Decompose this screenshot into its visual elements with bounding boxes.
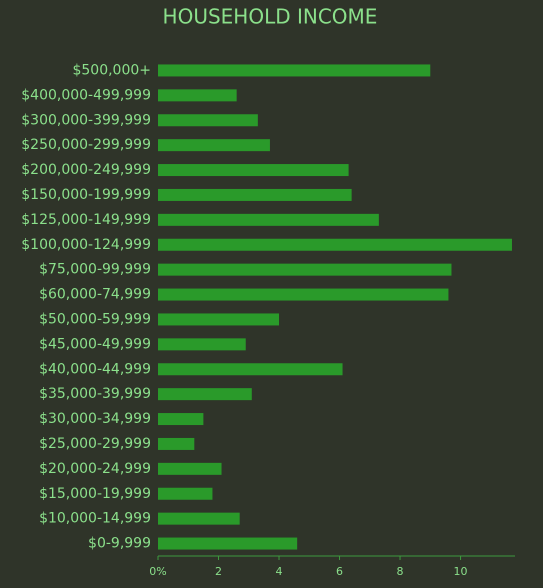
y-tick-label: $0-9,999: [88, 536, 151, 552]
bar: [158, 139, 270, 152]
y-tick-label: $150,000-199,999: [21, 187, 151, 203]
y-tick-label: $25,000-29,999: [39, 436, 151, 452]
x-tick-label: 6: [336, 565, 343, 578]
y-tick-label: $10,000-14,999: [39, 511, 151, 527]
y-tick-label: $300,000-399,999: [21, 112, 151, 128]
y-tick-label: $30,000-34,999: [39, 411, 151, 427]
x-tick-label: 8: [397, 565, 404, 578]
y-tick-label: $20,000-24,999: [39, 461, 151, 477]
y-tick-label: $250,000-299,999: [21, 137, 151, 153]
y-tick-label: $15,000-19,999: [39, 486, 151, 502]
bar: [158, 462, 222, 475]
bar: [158, 537, 298, 550]
y-tick-label: $50,000-59,999: [39, 311, 151, 327]
x-tick-label: 4: [276, 565, 283, 578]
bar: [158, 164, 349, 177]
bar: [158, 89, 237, 102]
bar: [158, 487, 213, 500]
bar: [158, 437, 195, 450]
bar: [158, 363, 343, 376]
x-tick-label: 0%: [149, 565, 166, 578]
bar: [158, 263, 452, 276]
y-tick-label: $125,000-149,999: [21, 212, 151, 228]
bar: [158, 238, 512, 251]
bar: [158, 512, 240, 525]
bar: [158, 413, 204, 426]
y-tick-label: $45,000-49,999: [39, 336, 151, 352]
y-tick-label: $200,000-249,999: [21, 162, 151, 178]
y-tick-label: $60,000-74,999: [39, 287, 151, 303]
chart-title: HOUSEHOLD INCOME: [163, 5, 378, 29]
bar: [158, 114, 258, 127]
y-tick-label: $35,000-39,999: [39, 386, 151, 402]
bar: [158, 388, 252, 401]
bar: [158, 213, 379, 226]
y-tick-label: $500,000+: [72, 62, 151, 78]
bar: [158, 188, 352, 201]
x-tick-label: 2: [215, 565, 222, 578]
bar: [158, 313, 280, 326]
bar: [158, 338, 246, 351]
bar: [158, 64, 431, 77]
y-tick-label: $75,000-99,999: [39, 262, 151, 278]
y-tick-label: $400,000-499,999: [21, 87, 151, 103]
y-tick-label: $100,000-124,999: [21, 237, 151, 253]
y-tick-label: $40,000-44,999: [39, 361, 151, 377]
bar: [158, 288, 449, 301]
x-tick-label: 10: [454, 565, 468, 578]
